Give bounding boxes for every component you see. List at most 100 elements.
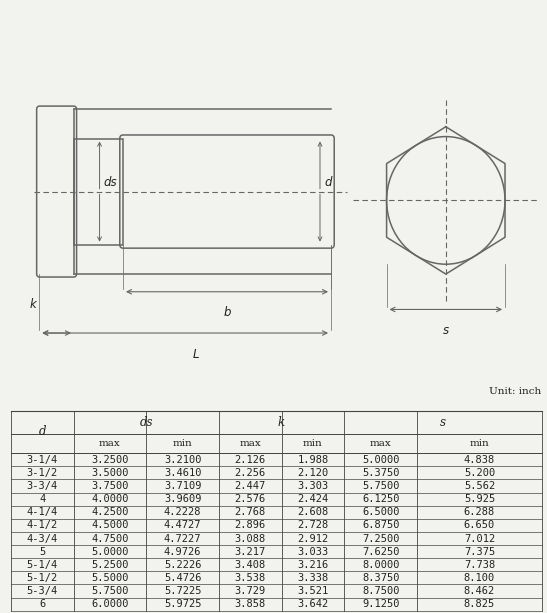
Text: 4.2228: 4.2228 <box>164 508 201 517</box>
Text: 7.6250: 7.6250 <box>362 547 399 557</box>
Text: 4.0000: 4.0000 <box>91 494 129 504</box>
Text: 5: 5 <box>39 547 45 557</box>
Text: 6.8750: 6.8750 <box>362 520 399 530</box>
Text: min: min <box>303 439 323 448</box>
Text: 2.256: 2.256 <box>235 468 266 478</box>
Text: 3.521: 3.521 <box>297 586 328 596</box>
Text: 3.2100: 3.2100 <box>164 455 201 465</box>
Text: 4.5000: 4.5000 <box>91 520 129 530</box>
Text: min: min <box>173 439 193 448</box>
Text: 4.838: 4.838 <box>464 455 495 465</box>
Text: k: k <box>30 298 36 311</box>
Text: 2.576: 2.576 <box>235 494 266 504</box>
Text: 5-3/4: 5-3/4 <box>27 586 58 596</box>
Text: d: d <box>324 175 332 189</box>
Text: 6.0000: 6.0000 <box>91 599 129 609</box>
Text: 4.9726: 4.9726 <box>164 547 201 557</box>
Text: 3.7500: 3.7500 <box>91 481 129 491</box>
Text: 5.7500: 5.7500 <box>362 481 399 491</box>
Text: ds: ds <box>139 416 153 428</box>
Text: 8.0000: 8.0000 <box>362 560 399 569</box>
Text: 4-1/2: 4-1/2 <box>27 520 58 530</box>
Text: 3-1/4: 3-1/4 <box>27 455 58 465</box>
Text: 5.562: 5.562 <box>464 481 495 491</box>
Text: 4.2500: 4.2500 <box>91 508 129 517</box>
Text: 3.216: 3.216 <box>297 560 328 569</box>
Bar <box>74 139 123 245</box>
Text: 8.462: 8.462 <box>464 586 495 596</box>
Text: 5-1/4: 5-1/4 <box>27 560 58 569</box>
Text: 6.650: 6.650 <box>464 520 495 530</box>
Text: 8.100: 8.100 <box>464 573 495 583</box>
Text: 6.5000: 6.5000 <box>362 508 399 517</box>
Text: 5.7225: 5.7225 <box>164 586 201 596</box>
Text: 1.988: 1.988 <box>297 455 328 465</box>
Text: 5.3750: 5.3750 <box>362 468 399 478</box>
Text: 5.0000: 5.0000 <box>362 455 399 465</box>
Text: 5.200: 5.200 <box>464 468 495 478</box>
Text: 2.424: 2.424 <box>297 494 328 504</box>
Text: 5.9725: 5.9725 <box>164 599 201 609</box>
Text: max: max <box>99 439 121 448</box>
Text: 3.2500: 3.2500 <box>91 455 129 465</box>
Text: 5.4726: 5.4726 <box>164 573 201 583</box>
Text: 5-1/2: 5-1/2 <box>27 573 58 583</box>
Text: s: s <box>440 416 446 428</box>
Text: 4-1/4: 4-1/4 <box>27 508 58 517</box>
Text: 4.7500: 4.7500 <box>91 533 129 544</box>
Text: 6.1250: 6.1250 <box>362 494 399 504</box>
Text: 5.7500: 5.7500 <box>91 586 129 596</box>
Text: 2.896: 2.896 <box>235 520 266 530</box>
Text: 3.303: 3.303 <box>297 481 328 491</box>
Text: L: L <box>193 348 199 361</box>
Text: 3.538: 3.538 <box>235 573 266 583</box>
Text: 7.375: 7.375 <box>464 547 495 557</box>
Text: 9.1250: 9.1250 <box>362 599 399 609</box>
Text: 3.729: 3.729 <box>235 586 266 596</box>
Text: 8.3750: 8.3750 <box>362 573 399 583</box>
Text: 2.728: 2.728 <box>297 520 328 530</box>
Text: 5.2226: 5.2226 <box>164 560 201 569</box>
Text: 3.033: 3.033 <box>297 547 328 557</box>
Text: 3.7109: 3.7109 <box>164 481 201 491</box>
Text: 6.288: 6.288 <box>464 508 495 517</box>
Text: 2.912: 2.912 <box>297 533 328 544</box>
Text: b: b <box>223 306 231 319</box>
Text: 3.5000: 3.5000 <box>91 468 129 478</box>
Text: 7.012: 7.012 <box>464 533 495 544</box>
Text: 4-3/4: 4-3/4 <box>27 533 58 544</box>
Text: 3.338: 3.338 <box>297 573 328 583</box>
Text: 4.7227: 4.7227 <box>164 533 201 544</box>
Text: 2.768: 2.768 <box>235 508 266 517</box>
Text: 3.4610: 3.4610 <box>164 468 201 478</box>
Text: 4.4727: 4.4727 <box>164 520 201 530</box>
Text: 2.120: 2.120 <box>297 468 328 478</box>
Text: 2.126: 2.126 <box>235 455 266 465</box>
Text: 2.447: 2.447 <box>235 481 266 491</box>
Text: k: k <box>278 416 285 428</box>
Text: 3-3/4: 3-3/4 <box>27 481 58 491</box>
Text: 3.9609: 3.9609 <box>164 494 201 504</box>
Text: d: d <box>38 425 46 438</box>
Text: 8.7500: 8.7500 <box>362 586 399 596</box>
Text: 3.858: 3.858 <box>235 599 266 609</box>
Text: 6: 6 <box>39 599 45 609</box>
Text: 7.2500: 7.2500 <box>362 533 399 544</box>
Text: 5.5000: 5.5000 <box>91 573 129 583</box>
Text: Unit: inch: Unit: inch <box>489 387 542 395</box>
Text: 8.825: 8.825 <box>464 599 495 609</box>
Text: 5.925: 5.925 <box>464 494 495 504</box>
Text: 4: 4 <box>39 494 45 504</box>
Text: ds: ds <box>104 175 118 189</box>
Text: min: min <box>469 439 490 448</box>
Text: 3.088: 3.088 <box>235 533 266 544</box>
Text: 3.217: 3.217 <box>235 547 266 557</box>
Text: s: s <box>443 324 449 337</box>
Text: 3-1/2: 3-1/2 <box>27 468 58 478</box>
Text: 5.0000: 5.0000 <box>91 547 129 557</box>
Text: 5.2500: 5.2500 <box>91 560 129 569</box>
Text: 2.608: 2.608 <box>297 508 328 517</box>
Text: 3.642: 3.642 <box>297 599 328 609</box>
Text: max: max <box>240 439 261 448</box>
Text: 7.738: 7.738 <box>464 560 495 569</box>
